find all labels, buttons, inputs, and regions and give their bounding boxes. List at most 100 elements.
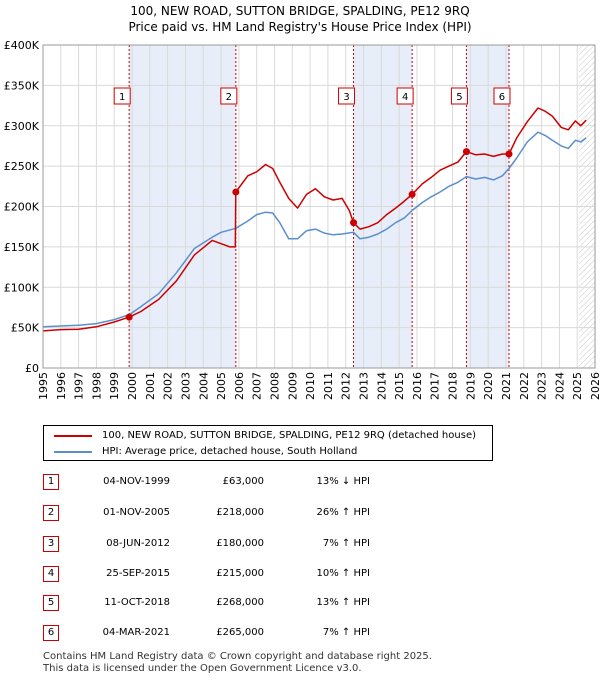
- sale-badge-label: 5: [456, 92, 462, 103]
- legend-label-hpi: HPI: Average price, detached house, Sout…: [102, 446, 358, 457]
- x-tick-label: 2010: [304, 372, 317, 400]
- x-tick-label: 2017: [429, 372, 442, 400]
- sale-badge-label: 6: [499, 92, 505, 103]
- sale-badge-label: 3: [343, 92, 349, 103]
- sale-row: 5 11-OCT-2018 £268,000 13% ↑ HPI: [0, 593, 600, 613]
- y-tick-label: £0: [25, 362, 39, 375]
- sale-row: 6 04-MAR-2021 £265,000 7% ↑ HPI: [0, 623, 600, 643]
- sale-hpi-change: 7% ↑ HPI: [322, 538, 370, 549]
- x-tick-label: 2007: [251, 372, 264, 400]
- x-tick-label: 2002: [162, 372, 175, 400]
- sale-date: 04-MAR-2021: [102, 627, 170, 638]
- x-tick-label: 2026: [589, 372, 600, 400]
- sale-point: [408, 190, 416, 198]
- footer-licence: This data is licensed under the Open Gov…: [43, 663, 362, 674]
- sale-point: [125, 313, 133, 321]
- x-tick-label: 2016: [411, 372, 424, 400]
- x-tick-label: 2004: [197, 372, 210, 400]
- sale-date: 25-SEP-2015: [106, 568, 170, 579]
- x-tick-label: 2011: [322, 372, 335, 400]
- x-tick-label: 2024: [553, 372, 566, 400]
- sale-badge: [220, 87, 238, 105]
- sale-badge: 2: [43, 505, 59, 521]
- sale-price: £218,000: [216, 507, 264, 518]
- sale-date: 01-NOV-2005: [103, 507, 170, 518]
- hpi-line: [42, 131, 587, 328]
- sale-row: 2 01-NOV-2005 £218,000 26% ↑ HPI: [0, 503, 600, 523]
- footer-copyright: Contains HM Land Registry data © Crown c…: [43, 651, 432, 662]
- legend: 100, NEW ROAD, SUTTON BRIDGE, SPALDING, …: [43, 425, 493, 461]
- sale-date: 04-NOV-1999: [103, 476, 170, 487]
- sale-hpi-change: 10% ↑ HPI: [316, 568, 370, 579]
- sale-badge: [450, 87, 468, 105]
- sale-badge: 5: [43, 595, 59, 611]
- sale-price: £268,000: [216, 597, 264, 608]
- plot-border: [42, 44, 596, 369]
- x-tick-label: 2022: [518, 372, 531, 400]
- x-tick-label: 2000: [126, 372, 139, 400]
- x-tick-label: 2020: [482, 372, 495, 400]
- sale-row: 4 25-SEP-2015 £215,000 10% ↑ HPI: [0, 564, 600, 584]
- sale-point: [462, 148, 470, 156]
- sale-date: 11-OCT-2018: [104, 597, 170, 608]
- x-tick-label: 2018: [447, 372, 460, 400]
- x-tick-label: 2015: [393, 372, 406, 400]
- sale-hpi-change: 26% ↑ HPI: [316, 507, 370, 518]
- sale-badge-label: 4: [402, 92, 408, 103]
- x-tick-label: 2009: [286, 372, 299, 400]
- chart: 1995 1996 1997 1998 1999 2000 2001 2002 2003 2004…: [4, 39, 600, 400]
- x-tick-label: 1997: [73, 372, 86, 400]
- y-tick-label: £100K: [4, 281, 40, 294]
- x-tick-label: 2021: [500, 372, 513, 400]
- x-tick-label: 2001: [144, 372, 157, 400]
- x-tick-label: 2025: [571, 372, 584, 400]
- x-tick-label: 2003: [179, 372, 192, 400]
- chart-title: 100, NEW ROAD, SUTTON BRIDGE, SPALDING, …: [0, 3, 600, 35]
- sale-badge-label: 2: [226, 92, 232, 103]
- sale-hpi-change: 13% ↓ HPI: [316, 476, 370, 487]
- sale-badge: [396, 87, 414, 105]
- sale-point: [232, 188, 240, 196]
- sale-price: £180,000: [216, 538, 264, 549]
- x-tick-label: 2019: [464, 372, 477, 400]
- sale-badge-label: 1: [119, 92, 125, 103]
- chart-title-line2: Price paid vs. HM Land Registry's House …: [128, 20, 472, 34]
- sale-badge: [338, 87, 356, 105]
- sale-badge: 4: [43, 566, 59, 582]
- sale-hpi-change: 7% ↑ HPI: [322, 627, 370, 638]
- sale-badge: 3: [43, 536, 59, 552]
- x-tick-label: 2023: [536, 372, 549, 400]
- x-tick-label: 2014: [375, 372, 388, 400]
- sale-badge: 1: [43, 474, 59, 490]
- sale-point: [350, 219, 358, 227]
- sale-badge: [493, 87, 511, 105]
- x-tick-label: 2006: [233, 372, 246, 400]
- y-tick-label: £350K: [4, 79, 40, 92]
- x-tick-label: 1999: [108, 372, 121, 400]
- sale-point: [505, 150, 513, 158]
- sale-price: £215,000: [216, 568, 264, 579]
- y-tick-label: £400K: [4, 39, 40, 52]
- x-tick-label: 2012: [340, 372, 353, 400]
- y-tick-label: £250K: [4, 160, 40, 173]
- chart-title-line1: 100, NEW ROAD, SUTTON BRIDGE, SPALDING, …: [130, 4, 470, 18]
- y-tick-label: £50K: [11, 322, 40, 335]
- footer: Contains HM Land Registry data © Crown c…: [43, 651, 432, 675]
- sale-price: £265,000: [216, 627, 264, 638]
- x-tick-label: 2008: [268, 372, 281, 400]
- x-tick-label: 1998: [90, 372, 103, 400]
- sale-hpi-change: 13% ↑ HPI: [316, 597, 370, 608]
- legend-swatch-property: [54, 435, 92, 437]
- y-tick-label: £150K: [4, 241, 40, 254]
- sale-badge: 6: [43, 625, 59, 641]
- legend-label-property: 100, NEW ROAD, SUTTON BRIDGE, SPALDING, …: [102, 430, 476, 441]
- x-tick-label: 2013: [358, 372, 371, 400]
- property-price-line: [42, 107, 587, 332]
- sale-date: 08-JUN-2012: [106, 538, 170, 549]
- y-tick-label: £200K: [4, 201, 40, 214]
- sale-row: 3 08-JUN-2012 £180,000 7% ↑ HPI: [0, 534, 600, 554]
- legend-swatch-hpi: [54, 451, 92, 453]
- y-tick-label: £300K: [4, 120, 40, 133]
- sale-price: £63,000: [222, 476, 264, 487]
- x-tick-label: 2005: [215, 372, 228, 400]
